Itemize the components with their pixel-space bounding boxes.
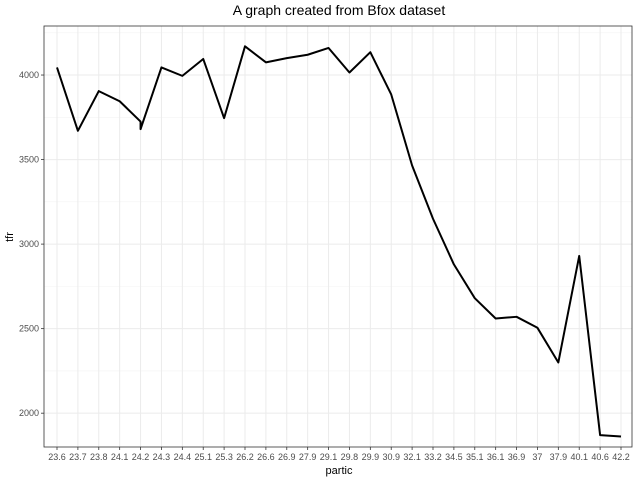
x-tick-label: 29.8	[341, 452, 359, 462]
x-tick-label: 23.7	[69, 452, 87, 462]
x-tick-label: 25.3	[215, 452, 233, 462]
series-line	[56, 45, 622, 438]
x-tick-label: 23.6	[48, 452, 66, 462]
x-tick-label: 26.6	[257, 452, 275, 462]
x-tick-label: 42.2	[612, 452, 630, 462]
x-tick-label: 23.8	[90, 452, 108, 462]
x-tick-label: 34.5	[445, 452, 463, 462]
panel-border	[43, 25, 633, 448]
x-tick-label: 37.9	[550, 452, 568, 462]
x-tick-label: 36.9	[508, 452, 526, 462]
y-tick-label: 2000	[19, 408, 39, 418]
x-tick-label: 32.1	[403, 452, 421, 462]
y-axis-label: tfr	[4, 232, 16, 242]
x-tick-label: 35.1	[466, 452, 484, 462]
y-tick-label: 2500	[19, 324, 39, 334]
x-tick-label: 24.1	[111, 452, 129, 462]
x-tick-label: 30.9	[382, 452, 400, 462]
x-tick-label: 26.2	[236, 452, 254, 462]
x-tick-label: 29.1	[320, 452, 338, 462]
y-tick-label: 4000	[19, 70, 39, 80]
x-tick-label: 24.3	[153, 452, 171, 462]
x-tick-label: 37	[532, 452, 542, 462]
y-tick-label: 3000	[19, 239, 39, 249]
x-axis-label: partic	[326, 465, 353, 477]
x-tick-label: 24.2	[132, 452, 150, 462]
x-tick-label: 40.6	[591, 452, 609, 462]
x-tick-label: 29.9	[362, 452, 380, 462]
x-tick-label: 26.9	[278, 452, 296, 462]
x-tick-label: 27.9	[299, 452, 317, 462]
x-tick-label: 36.1	[487, 452, 505, 462]
x-tick-label: 33.2	[424, 452, 442, 462]
gridlines	[44, 26, 632, 447]
x-tick-label: 24.4	[174, 452, 192, 462]
x-tick-label: 40.1	[570, 452, 588, 462]
series-layer	[56, 45, 622, 438]
chart-title: A graph created from Bfox dataset	[233, 2, 446, 18]
x-axis: 23.6 23.7 23.8 24.1 24.2 24.3 24.4 25.1 25.3 26.2…	[48, 447, 630, 462]
y-axis: 2000 2500 3000 3500 4000	[19, 70, 44, 418]
x-tick-label: 25.1	[194, 452, 212, 462]
y-tick-label: 3500	[19, 155, 39, 165]
